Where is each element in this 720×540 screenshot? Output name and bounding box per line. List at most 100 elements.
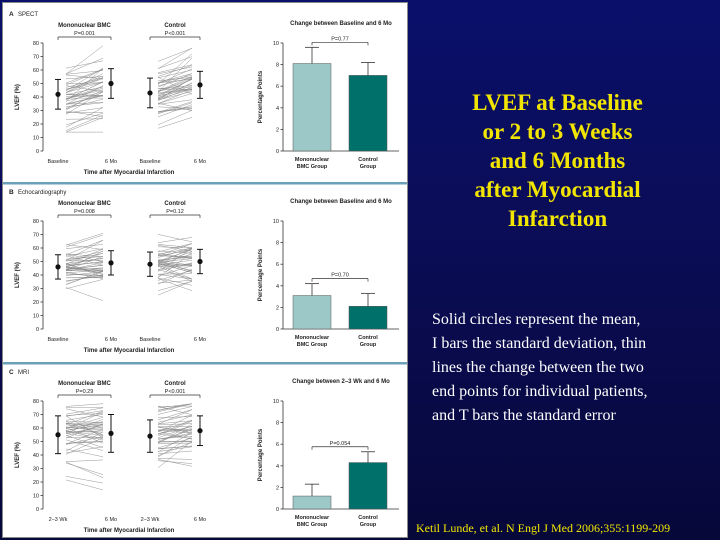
patient-change-line [65, 256, 104, 271]
mean-point [147, 433, 153, 439]
p-value-label: P=0.001 [74, 31, 95, 37]
bar-y-tick-label: 4 [276, 464, 279, 470]
patient-change-line [65, 239, 104, 256]
group-label: Control [164, 201, 186, 207]
bar-y-tick-label: 10 [273, 219, 279, 225]
patient-change-line [65, 76, 104, 80]
patient-change-line [157, 47, 193, 69]
patient-change-line [157, 78, 193, 84]
patient-change-line [157, 248, 193, 263]
panel-letter: A [9, 11, 14, 18]
bar-y-axis-label: Percentage Points [258, 248, 264, 301]
patient-change-line [65, 271, 104, 276]
patient-change-line [65, 427, 104, 444]
patient-change-line [157, 277, 193, 286]
panel-divider [3, 362, 407, 365]
patient-change-line [157, 281, 193, 291]
y-tick-label: 80 [33, 219, 39, 225]
x-axis-label: Time after Myocardial Infarction [84, 170, 175, 176]
patient-change-line [157, 77, 193, 87]
title-line: Infarction [507, 206, 608, 231]
patient-change-line [65, 60, 104, 69]
y-axis-label: LVEF (%) [15, 84, 21, 110]
x-tick-label: 6 Mo [105, 337, 117, 343]
mean-point [147, 261, 153, 267]
bar-y-tick-label: 2 [276, 127, 279, 133]
patient-change-line [65, 257, 104, 266]
p-value-label: P<0.001 [165, 31, 186, 37]
patient-change-line [65, 275, 104, 281]
patient-change-line [65, 253, 104, 257]
bar-p-value-label: P=0.77 [331, 36, 349, 42]
patient-change-line [65, 437, 104, 455]
bar-y-tick-label: 0 [276, 327, 279, 333]
patient-change-line [157, 409, 193, 421]
patient-change-line [157, 440, 193, 468]
patient-change-line [65, 258, 104, 264]
p-value-label: P=0.008 [74, 209, 95, 215]
x-tick-label: 6 Mo [105, 159, 117, 165]
patient-change-line [157, 420, 193, 425]
mean-point [55, 264, 61, 270]
patient-change-line [65, 85, 104, 92]
bar-y-tick-label: 4 [276, 284, 279, 290]
bar-category-label: Control [358, 157, 378, 163]
bar-category-label: BMC Group [297, 164, 328, 170]
patient-change-line [65, 421, 104, 436]
patient-change-line [157, 88, 193, 100]
patient-change-line [157, 262, 193, 270]
patient-change-line [157, 270, 193, 281]
bar-y-tick-label: 6 [276, 442, 279, 448]
x-tick-label: 6 Mo [105, 517, 117, 523]
patient-change-line [157, 102, 193, 115]
y-axis-label: LVEF (%) [15, 442, 21, 468]
patient-change-line [65, 102, 104, 107]
patient-change-line [157, 262, 193, 273]
y-tick-label: 80 [33, 41, 39, 47]
patient-change-line [65, 244, 104, 250]
patient-change-line [65, 479, 104, 491]
patient-change-line [65, 70, 104, 75]
patient-change-line [65, 423, 104, 439]
y-tick-label: 40 [33, 273, 39, 279]
p-value-label: P=0.29 [76, 389, 94, 395]
patient-change-line [157, 458, 193, 460]
patient-change-line [65, 424, 104, 431]
patient-change-line [65, 81, 104, 100]
bar-category-label: Control [358, 515, 378, 521]
bar-y-tick-label: 10 [273, 399, 279, 405]
patient-change-line [65, 234, 104, 248]
mean-point [108, 430, 114, 436]
bar-p-value-label: P=0.054 [330, 441, 351, 447]
patient-change-line [157, 414, 193, 423]
change-chart-title: Change between Baseline and 6 Mo [290, 21, 392, 27]
group-label: Control [164, 23, 186, 29]
patient-change-line [65, 77, 104, 88]
bar-y-tick-label: 6 [276, 262, 279, 268]
patient-change-line [65, 69, 104, 86]
patient-change-line [65, 413, 104, 416]
group-label: Mononuclear BMC [58, 381, 111, 387]
bar-category-label: Group [360, 342, 377, 348]
patient-change-line [157, 73, 193, 83]
patient-change-line [65, 110, 104, 117]
y-tick-label: 10 [33, 494, 39, 500]
mean-point [197, 428, 203, 434]
patient-change-line [157, 264, 193, 280]
patient-change-line [157, 250, 193, 254]
y-tick-label: 20 [33, 300, 39, 306]
patient-change-line [65, 67, 104, 91]
patient-change-line [157, 106, 193, 112]
x-axis-label: Time after Myocardial Infarction [84, 528, 175, 534]
patient-change-line [157, 77, 193, 92]
patient-change-line [65, 410, 104, 425]
bar-category-label: BMC Group [297, 522, 328, 528]
bar-category-label: Mononuclear [295, 335, 330, 341]
patient-change-line [65, 279, 104, 289]
y-tick-label: 70 [33, 55, 39, 61]
y-tick-label: 20 [33, 480, 39, 486]
mean-point [197, 82, 203, 88]
change-bar [292, 295, 332, 330]
bar-category-label: Control [358, 335, 378, 341]
